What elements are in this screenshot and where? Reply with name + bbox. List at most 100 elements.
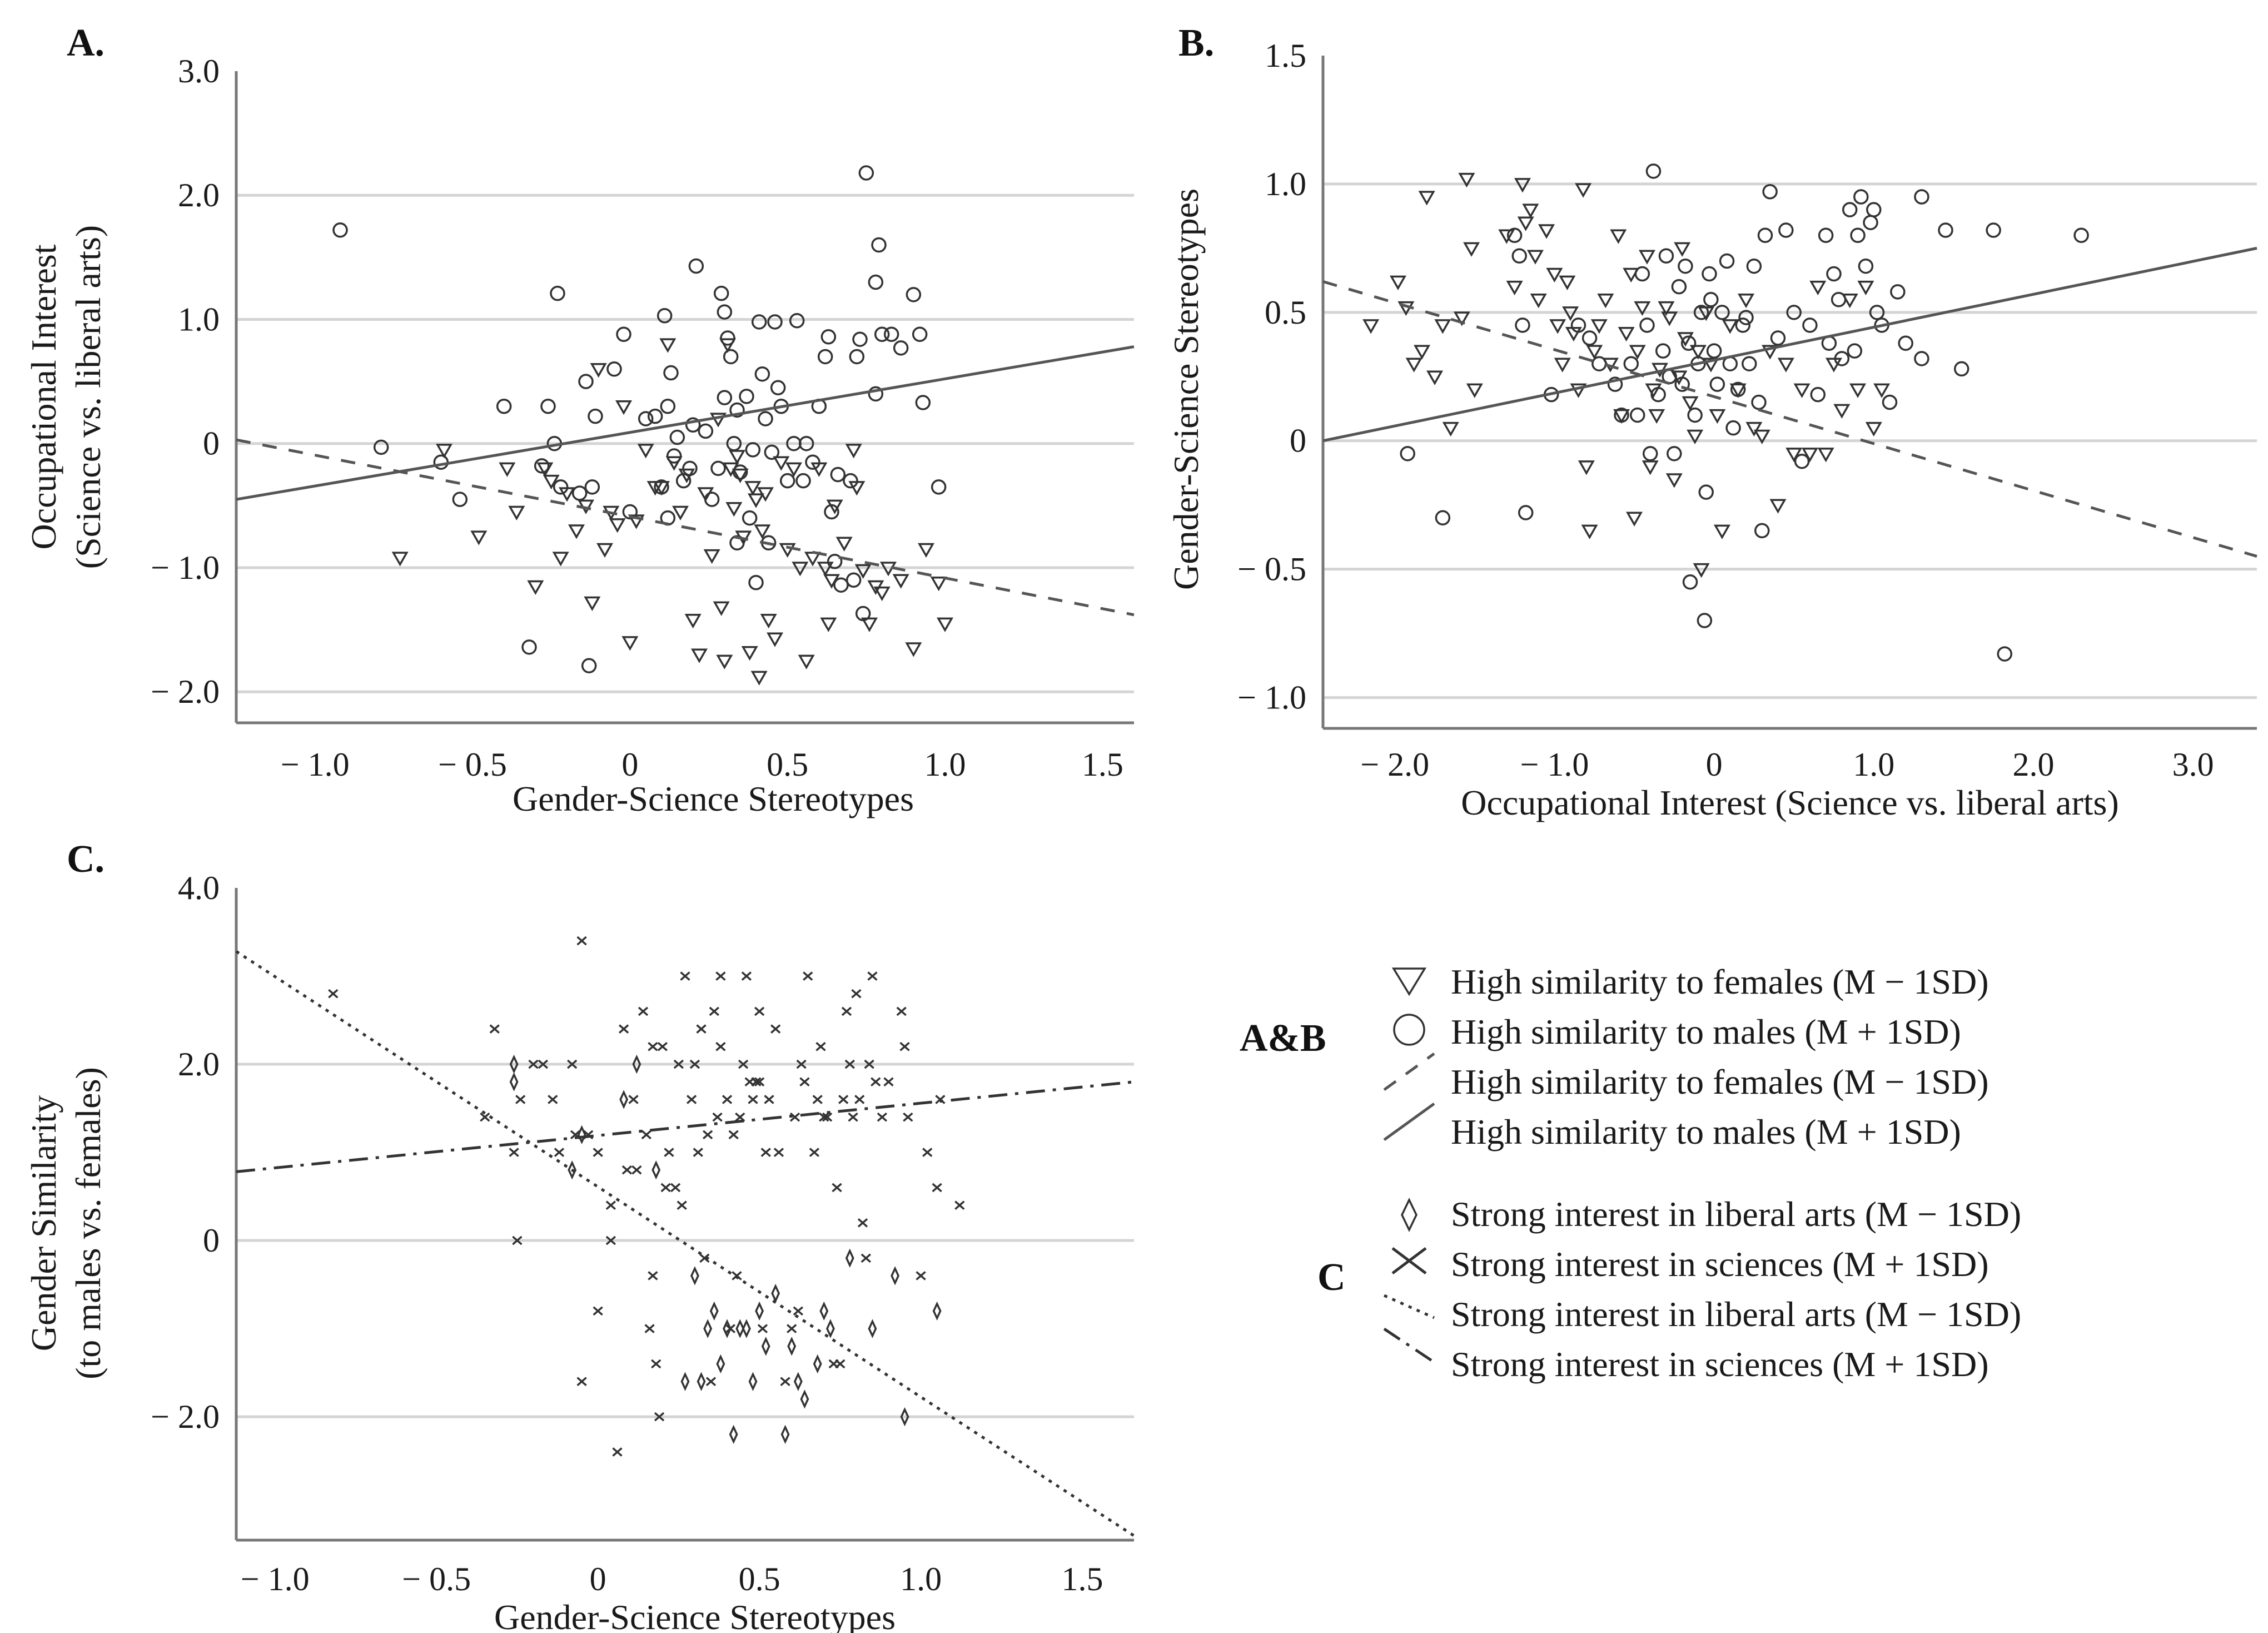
panel-c-point-x bbox=[680, 971, 690, 981]
panel-a-fit-line-dashed bbox=[236, 438, 1135, 617]
panel-a-point-circle bbox=[798, 435, 814, 451]
panel-b-point-triangle bbox=[1729, 383, 1747, 398]
panel-a-point-circle bbox=[704, 492, 720, 507]
panel-c-point-diamond bbox=[716, 1354, 725, 1374]
panel-a-point-circle bbox=[871, 237, 887, 253]
panel-a-point-circle bbox=[717, 304, 733, 320]
panel-c-point-x bbox=[509, 1148, 519, 1157]
panel-a-point-triangle bbox=[779, 543, 796, 558]
legend-ab-item-1: High similarity to females (M − 1SD) bbox=[1451, 962, 1989, 1001]
panel-a-point-circle bbox=[616, 326, 631, 343]
panel-c-fit-line-dotted bbox=[235, 950, 1135, 1537]
panel-a-point-triangle bbox=[470, 530, 488, 545]
panel-a-y-tick-label: − 1.0 bbox=[151, 549, 220, 586]
panel-c-point-x bbox=[648, 1042, 658, 1051]
panel-a-point-circle bbox=[656, 308, 673, 324]
panel-c-fit-line-dashdot bbox=[236, 1080, 1135, 1173]
panel-c-point-diamond bbox=[761, 1337, 770, 1356]
panel-b-point-circle bbox=[1639, 317, 1655, 333]
panel-c-point-x bbox=[738, 1059, 749, 1069]
panel-b-point-circle bbox=[1702, 266, 1717, 282]
panel-b-point-triangle bbox=[1709, 409, 1726, 424]
panel-c-point-x bbox=[822, 1112, 833, 1122]
panel-a-point-circle bbox=[606, 361, 622, 377]
panel-a-point-triangle bbox=[854, 564, 872, 579]
panel-a-point-triangle bbox=[690, 648, 708, 663]
panel-b-point-circle bbox=[1400, 446, 1415, 461]
panel-a-point-triangle bbox=[672, 505, 689, 521]
panel-a-point-circle bbox=[868, 274, 884, 290]
panel-b-point-circle bbox=[1890, 284, 1906, 300]
panel-a-point-triangle bbox=[845, 444, 862, 459]
panel-b-point-circle bbox=[1751, 394, 1767, 410]
panel-c-point-diamond bbox=[755, 1301, 764, 1321]
panel-c-point-x bbox=[896, 1006, 907, 1016]
panel-c-point-x bbox=[515, 1095, 526, 1104]
panel-c-point-x bbox=[670, 1183, 681, 1193]
panel-b-point-triangle bbox=[1873, 383, 1891, 398]
panel-c-point-x bbox=[916, 1271, 926, 1280]
panel-c-point-diamond bbox=[819, 1301, 829, 1321]
panel-c-point-x bbox=[699, 1253, 710, 1263]
panel-c-point-diamond bbox=[787, 1337, 797, 1356]
panel-a-point-triangle bbox=[936, 617, 954, 632]
panel-c-point-x bbox=[686, 1095, 697, 1104]
panel-c-point-x bbox=[789, 1112, 800, 1122]
panel-a-point-triangle bbox=[659, 338, 677, 353]
panel-b-point-circle bbox=[1703, 291, 1719, 307]
panel-b-point-circle bbox=[1866, 202, 1882, 217]
panel-a-point-triangle bbox=[757, 487, 774, 502]
panel-c-point-diamond bbox=[709, 1301, 719, 1321]
panel-a-point-circle bbox=[833, 577, 849, 593]
panel-c-point-x bbox=[712, 1112, 723, 1122]
legend-dashed-line-symbol bbox=[1383, 1052, 1435, 1091]
panel-a-point-triangle bbox=[536, 462, 554, 477]
panel-b-point-triangle bbox=[1442, 421, 1459, 437]
panel-a-y-tick-label: 0 bbox=[203, 425, 220, 462]
panel-c-point-x bbox=[567, 1059, 578, 1069]
panel-b-point-triangle bbox=[1458, 172, 1475, 188]
panel-c-point-x bbox=[605, 1200, 616, 1210]
panel-c-point-diamond bbox=[619, 1090, 629, 1109]
panel-b-y-tick-label: − 1.0 bbox=[1237, 679, 1306, 716]
panel-a-point-triangle bbox=[435, 444, 453, 459]
panel-c-point-x bbox=[867, 971, 878, 981]
panel-b-y-tick-label: 1.0 bbox=[1265, 166, 1306, 202]
panel-b-point-triangle bbox=[1618, 327, 1635, 342]
panel-c-point-x bbox=[871, 1077, 881, 1087]
panel-b-point-triangle bbox=[1687, 429, 1704, 445]
panel-b-x-tick-label: 3.0 bbox=[2172, 746, 2214, 783]
panel-a-point-circle bbox=[663, 365, 679, 381]
panel-a-point-circle bbox=[496, 398, 512, 414]
panel-a-point-circle bbox=[660, 398, 676, 414]
panel-a-point-circle bbox=[581, 658, 597, 674]
panel-a-point-triangle bbox=[798, 654, 815, 669]
panel-c-point-diamond bbox=[509, 1072, 519, 1091]
panel-a-y-tick-label: − 2.0 bbox=[151, 673, 220, 710]
panel-c-point-x bbox=[618, 1024, 629, 1034]
panel-a-point-triangle bbox=[653, 481, 670, 496]
panel-a-point-triangle bbox=[637, 444, 654, 459]
panel-a-point-triangle bbox=[820, 617, 837, 632]
panel-c-point-x bbox=[654, 1412, 665, 1422]
panel-c-point-x bbox=[548, 1095, 558, 1104]
panel-b-label: B. bbox=[1178, 22, 1214, 64]
panel-a-point-circle bbox=[584, 479, 600, 495]
panel-c-point-x bbox=[932, 1183, 942, 1193]
panel-a-point-triangle bbox=[596, 543, 614, 558]
panel-c-point-x bbox=[770, 1024, 781, 1034]
panel-c-point-x bbox=[741, 971, 752, 981]
panel-b-point-circle bbox=[1986, 222, 2001, 238]
panel-a-point-circle bbox=[852, 331, 868, 347]
panel-c-point-x bbox=[664, 1148, 674, 1157]
panel-c-point-diamond bbox=[729, 1424, 738, 1444]
panel-c: C. 4.0 2.0 0 − 2.0 − 1.0 − 0.5 0 0.5 1.0 1.5 Gen… bbox=[24, 838, 1135, 1633]
panel-c-point-x bbox=[657, 1042, 668, 1051]
panel-b-point-triangle bbox=[1849, 383, 1867, 398]
panel-a-point-triangle bbox=[713, 601, 730, 616]
panel-a-point-circle bbox=[764, 444, 780, 460]
panel-b-point-circle bbox=[1869, 305, 1885, 320]
panel-b-point-circle bbox=[1754, 523, 1770, 539]
panel-b-point-triangle bbox=[1713, 524, 1730, 539]
panel-c-point-x bbox=[489, 1024, 500, 1034]
